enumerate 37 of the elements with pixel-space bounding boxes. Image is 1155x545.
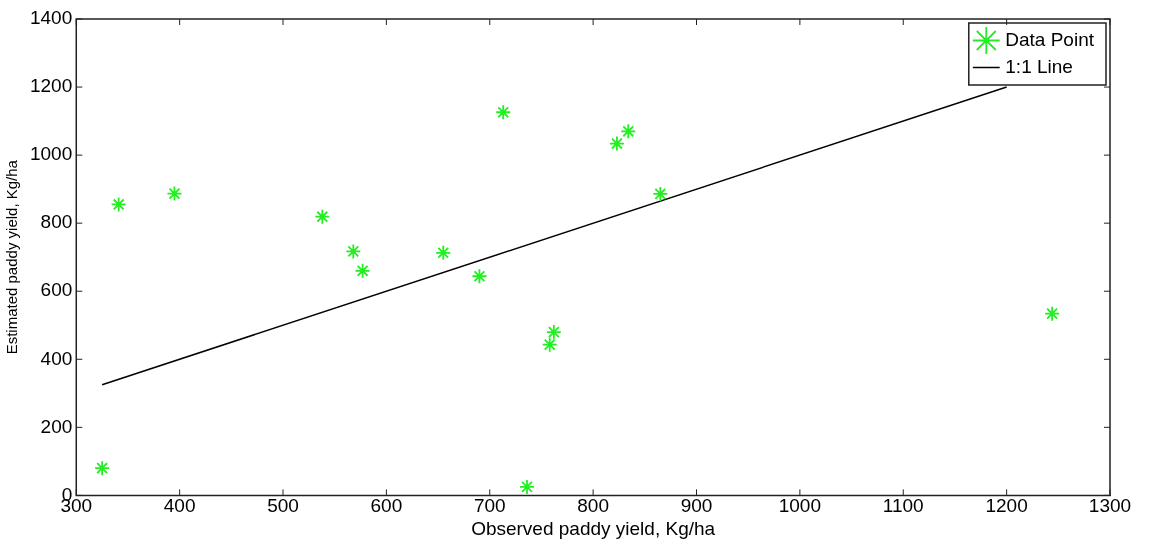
legend-label: 1:1 Line (1005, 55, 1073, 77)
point (620, 123, 637, 140)
point (94, 460, 111, 477)
x-tick-label: 600 (370, 495, 403, 517)
x-tick-label: 1100 (882, 495, 924, 517)
x-tick-label: 500 (267, 495, 299, 517)
y-tick-label: 400 (40, 347, 73, 369)
x-tick-label: 400 (163, 495, 196, 517)
x-tick-label: 1300 (1088, 495, 1132, 517)
x-tick-label: 700 (473, 495, 506, 517)
point (435, 244, 452, 261)
point (314, 208, 331, 225)
y-tick-label: 1000 (29, 143, 73, 165)
legend-label: Data Point (1005, 28, 1095, 50)
point (345, 243, 362, 260)
point (471, 268, 488, 285)
x-tick-label: 1000 (778, 495, 822, 517)
point (545, 324, 562, 340)
point (519, 478, 535, 495)
y-axis-title: Estimated paddy yield, Kg/ha (3, 159, 21, 355)
y-tick-label: 800 (40, 211, 73, 233)
y-tick-label: 600 (40, 279, 73, 301)
point (166, 185, 183, 202)
point (110, 196, 127, 213)
y-tick-label: 1400 (29, 7, 73, 29)
point (652, 186, 669, 202)
point (541, 336, 558, 353)
point (354, 262, 371, 279)
point (609, 135, 625, 152)
x-axis-title: Observed paddy yield, Kg/ha (471, 517, 716, 539)
point (495, 104, 512, 121)
y-tick-label: 200 (40, 415, 73, 437)
point (1044, 305, 1061, 322)
x-tick-label: 900 (680, 495, 713, 517)
x-tick-label: 1200 (985, 495, 1028, 517)
x-tick-label: 800 (577, 495, 609, 517)
y-tick-label: 1200 (29, 75, 73, 97)
